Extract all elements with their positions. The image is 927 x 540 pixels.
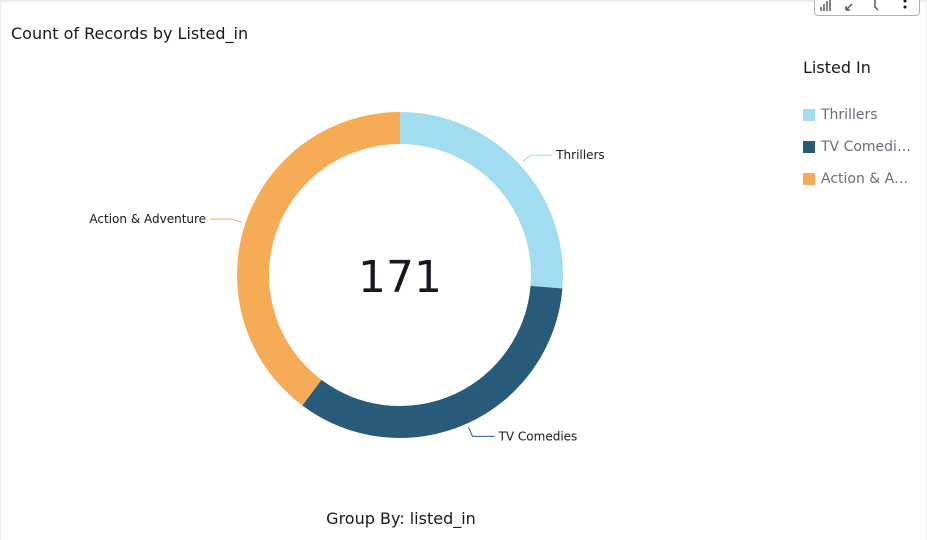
legend-item[interactable]: Thrillers — [803, 99, 923, 131]
chart-icon[interactable] — [820, 0, 831, 11]
legend-label: TV Comedies — [821, 139, 911, 155]
legend-swatch — [803, 109, 815, 121]
legend-label: Thrillers — [821, 107, 878, 123]
donut-slice — [302, 285, 563, 438]
leader-line — [210, 218, 242, 223]
legend-item[interactable]: TV Comedies — [803, 131, 923, 163]
legend-swatch — [803, 173, 815, 185]
legend: Listed In Thrillers TV Comedies Action & A… — [803, 58, 923, 195]
leader-line — [468, 427, 495, 437]
center-total: 171 — [358, 252, 442, 303]
group-by-label: Group By: listed_in — [326, 509, 476, 529]
legend-item[interactable]: Action & Adventure — [803, 163, 923, 195]
legend-title: Listed In — [803, 58, 871, 77]
leader-line — [522, 154, 553, 163]
filter-icon[interactable] — [874, 0, 879, 11]
chart-title: Count of Records by Listed_in — [11, 24, 248, 44]
donut-slice — [400, 112, 563, 289]
expand-icon[interactable] — [845, 3, 853, 11]
toolbar-icons — [820, 0, 907, 11]
slice-label: TV Comedies — [498, 429, 578, 443]
legend-label: Action & Adventure — [821, 171, 911, 187]
slice-label: Thrillers — [555, 148, 604, 162]
slice-label: Action & Adventure — [89, 212, 206, 226]
menu-dot[interactable] — [903, 0, 907, 3]
donut-slice — [237, 112, 400, 406]
legend-swatch — [803, 141, 815, 153]
menu-dot[interactable] — [903, 5, 907, 9]
toolbar — [814, 0, 920, 16]
